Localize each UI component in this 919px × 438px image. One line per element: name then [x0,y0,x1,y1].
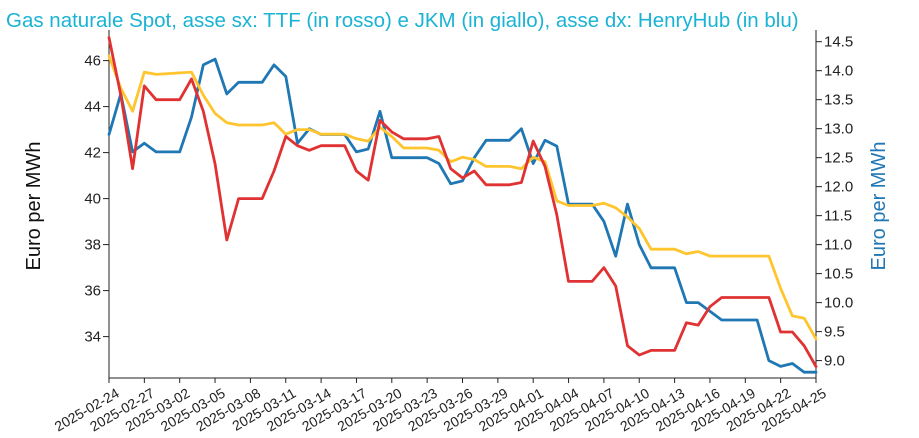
y-right-tick-label: 12.0 [824,179,853,196]
y-left-tick-label: 40 [84,191,101,208]
y-left-tick-label: 46 [84,53,101,70]
y-right-tick-label: 9.0 [824,353,845,370]
axes: 34 36 38 40 42 44 46 9.0 9.5 10.0 10.5 11.0 11.5 12.0… [84,30,853,379]
y-right-tick-label: 10.0 [824,295,853,312]
y-left-tick-label: 36 [84,283,101,300]
y-left-tick-label: 34 [84,329,101,346]
y-right-tick-label: 11.0 [824,237,852,254]
series-ttf-line [107,36,818,368]
y-right-tick-label: 12.5 [824,150,853,167]
y-right-tick-label: 14.0 [824,63,853,80]
series-group [107,36,818,374]
y-left-tick-label: 38 [84,237,101,254]
y-right-tick-label: 13.0 [824,121,853,138]
y-left-tick-label: 42 [84,145,101,162]
y-right-tick-label: 14.5 [824,34,853,51]
y-right-tick-label: 9.5 [824,324,845,341]
y-axis-label-left: Euro per MWh [23,142,45,271]
y-right-tick-label: 10.5 [824,266,853,283]
y-right-tick-label: 11.5 [824,208,852,225]
series-jkm-line [107,54,818,341]
x-axis-ticks: 2025-02-242025-02-272025-03-022025-03-05… [52,378,829,434]
y-axis-label-right: Euro per MWh [868,142,890,271]
y-left-tick-label: 44 [84,99,101,116]
series-henryhub-line [107,57,818,374]
y-right-tick-label: 13.5 [824,92,853,109]
chart-title: Gas naturale Spot, asse sx: TTF (in ross… [6,9,799,32]
